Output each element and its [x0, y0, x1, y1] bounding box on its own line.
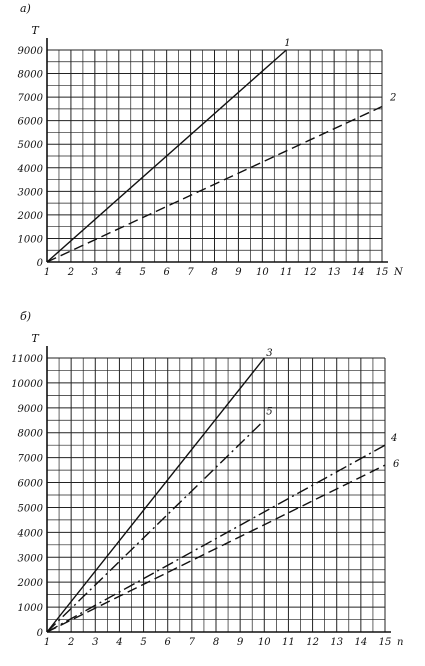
x-tick-label: 7	[187, 267, 194, 278]
series-label: 5	[266, 406, 272, 417]
x-tick-label: 14	[354, 637, 367, 648]
x-tick-label: 8	[211, 267, 217, 278]
x-axis-label: N	[393, 267, 404, 278]
x-tick-label: 15	[379, 637, 392, 648]
y-tick-label: 0	[37, 628, 44, 639]
x-tick-label: 9	[237, 637, 244, 648]
y-tick-label: 7000	[18, 454, 44, 465]
series-line-6	[46, 464, 386, 633]
x-tick-label: 4	[115, 267, 122, 278]
y-tick-label: 7000	[18, 93, 44, 104]
panel-label: б)	[20, 310, 31, 323]
series-label: 1	[284, 38, 290, 49]
x-tick-label: 12	[306, 637, 319, 648]
y-tick-label: 10000	[11, 379, 43, 390]
series-line-4	[46, 444, 386, 633]
series-label: 2	[389, 93, 396, 104]
y-tick-label: 6000	[18, 479, 44, 490]
x-tick-label: 12	[304, 267, 317, 278]
x-tick-label: 11	[282, 637, 295, 648]
y-tick-label: 2000	[17, 211, 44, 222]
x-tick-label: 13	[330, 637, 343, 648]
y-axis-label: T	[31, 24, 40, 37]
x-tick-label: 2	[67, 637, 74, 648]
x-tick-label: 3	[92, 267, 98, 278]
x-tick-label: 9	[235, 267, 242, 278]
series-line-2	[46, 105, 383, 263]
x-tick-label: 3	[92, 637, 98, 648]
x-tick-label: 5	[140, 637, 146, 648]
y-tick-label: 2000	[17, 578, 44, 589]
x-tick-label: 8	[213, 637, 219, 648]
y-tick-label: 3000	[18, 553, 44, 564]
x-tick-label: 1	[44, 637, 50, 648]
x-tick-label: 6	[163, 267, 170, 278]
y-tick-label: 9000	[18, 404, 44, 415]
x-tick-label: 14	[352, 267, 365, 278]
series-line-1	[46, 49, 287, 263]
y-tick-label: 5000	[18, 503, 44, 514]
y-tick-label: 1000	[18, 234, 44, 245]
y-tick-label: 1000	[18, 603, 44, 614]
y-tick-label: 9000	[18, 46, 44, 57]
x-tick-label: 5	[140, 267, 146, 278]
series-line-3	[46, 357, 265, 633]
y-tick-label: 8000	[18, 429, 44, 440]
y-axis-label: T	[31, 332, 40, 345]
y-tick-label: 8000	[18, 70, 44, 81]
x-tick-label: 11	[280, 267, 293, 278]
y-tick-label: 0	[37, 258, 44, 269]
y-tick-label: 11000	[11, 354, 43, 365]
x-tick-label: 4	[115, 637, 122, 648]
y-tick-label: 4000	[17, 528, 44, 539]
x-tick-label: 10	[258, 637, 271, 648]
y-tick-label: 6000	[18, 117, 44, 128]
x-tick-label: 6	[165, 637, 172, 648]
x-axis-label: n	[397, 637, 403, 648]
x-tick-label: 15	[376, 267, 389, 278]
y-tick-label: 5000	[18, 140, 44, 151]
x-tick-label: 2	[67, 267, 74, 278]
x-tick-label: 10	[256, 267, 269, 278]
x-tick-label: 13	[328, 267, 341, 278]
panel-label: а)	[20, 2, 31, 15]
y-tick-label: 4000	[17, 164, 44, 175]
series-label: 4	[390, 433, 397, 444]
series-label: 3	[266, 348, 272, 359]
series-line-5	[46, 419, 265, 633]
y-tick-label: 3000	[18, 187, 44, 198]
series-label: 6	[393, 459, 400, 470]
x-tick-label: 1	[44, 267, 50, 278]
x-tick-label: 7	[189, 637, 196, 648]
